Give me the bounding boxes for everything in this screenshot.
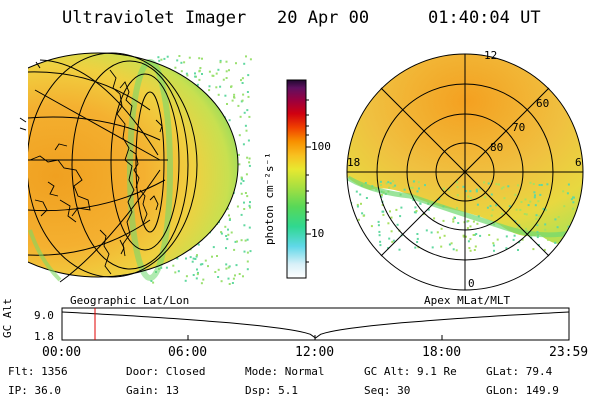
geographic-image xyxy=(28,52,252,285)
timeline-ytick-9: 9.0 xyxy=(34,309,54,322)
mlt-label-0: 0 xyxy=(468,277,475,290)
timeline-plot xyxy=(61,307,570,341)
date-label: 20 Apr 00 xyxy=(277,8,370,28)
colorbar xyxy=(286,79,311,279)
timeline-y-label: GC Alt xyxy=(1,298,14,338)
info-gain: Gain: 13 xyxy=(126,384,179,397)
info-glon: GLon: 149.9 xyxy=(486,384,559,397)
apex-panel-label: Apex MLat/MLT xyxy=(424,294,511,307)
timeline-xtick-1800: 18:00 xyxy=(422,345,462,360)
info-glat: GLat: 79.4 xyxy=(486,365,553,378)
colorbar-tick-100: 100 xyxy=(311,140,331,153)
timeline-xtick-0000: 00:00 xyxy=(42,345,82,360)
timeline-ytick-1: 1.8 xyxy=(34,330,54,343)
info-seq: Seq: 30 xyxy=(364,384,411,397)
polar-image xyxy=(346,53,584,291)
timeline-xtick-2359: 23:59 xyxy=(549,345,589,360)
mlat-label-60: 60 xyxy=(536,97,550,110)
info-mode: Mode: Normal xyxy=(245,365,325,378)
geographic-panel-label: Geographic Lat/Lon xyxy=(70,294,190,307)
instrument-title: Ultraviolet Imager xyxy=(62,8,247,28)
mlat-label-80: 80 xyxy=(490,141,504,154)
mlat-label-70: 70 xyxy=(512,121,526,134)
timeline-xtick-0600: 06:00 xyxy=(168,345,208,360)
info-ip: IP: 36.0 xyxy=(8,384,61,397)
info-gc-alt: GC Alt: 9.1 Re xyxy=(364,365,457,378)
info-flt: Flt: 1356 xyxy=(8,365,68,378)
mlt-label-18: 18 xyxy=(347,156,361,169)
colorbar-tick-10: 10 xyxy=(311,227,325,240)
mlt-label-6: 6 xyxy=(575,156,582,169)
time-label: 01:40:04 UT xyxy=(428,8,541,28)
timeline-xtick-1200: 12:00 xyxy=(295,345,335,360)
left-panel-ticks xyxy=(19,61,41,131)
colorbar-unit-label: photon cm⁻²s⁻¹ xyxy=(263,152,276,245)
info-dsp: Dsp: 5.1 xyxy=(245,384,298,397)
info-door: Door: Closed xyxy=(126,365,206,378)
mlt-label-12: 12 xyxy=(484,49,498,62)
